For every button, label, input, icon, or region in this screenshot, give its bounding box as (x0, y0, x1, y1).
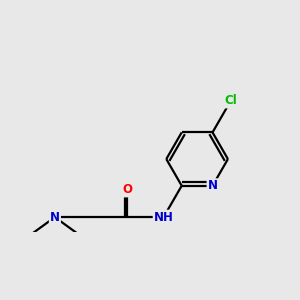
Text: N: N (50, 211, 60, 224)
Text: N: N (208, 179, 218, 192)
Text: O: O (122, 183, 132, 196)
Text: N: N (50, 211, 60, 224)
Text: NH: NH (154, 211, 173, 224)
Text: Cl: Cl (224, 94, 237, 107)
